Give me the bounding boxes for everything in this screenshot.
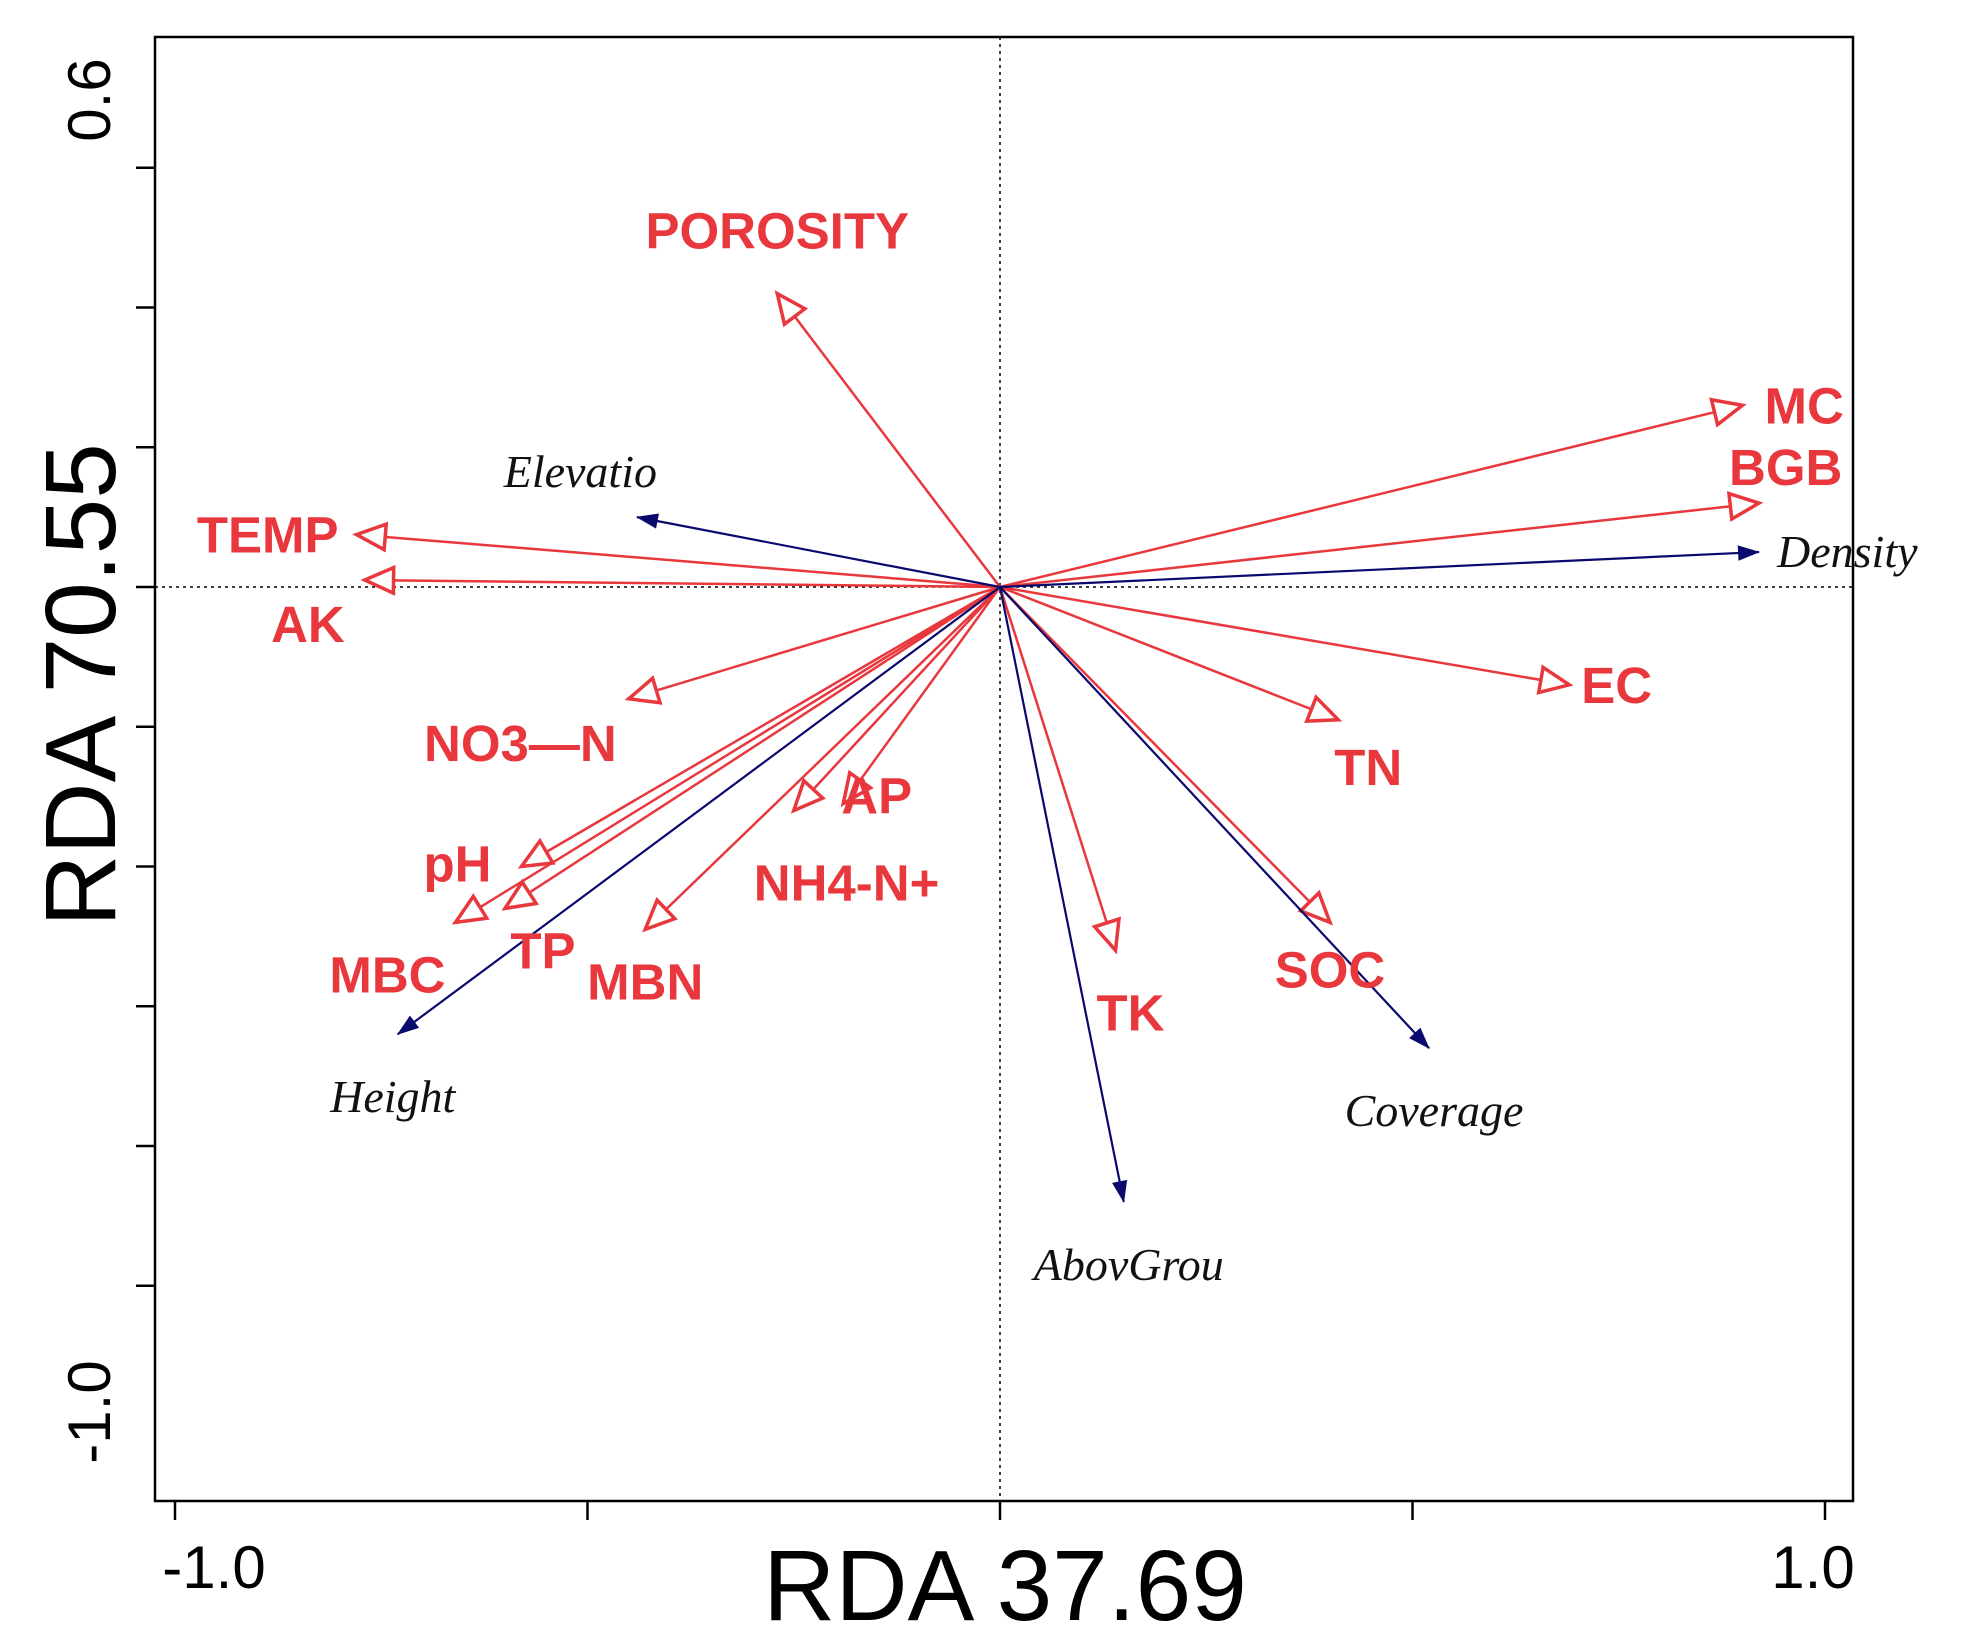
species-label-density: Density: [1776, 526, 1918, 577]
env-label-mc: MC: [1765, 377, 1844, 434]
species-label-coverage: Coverage: [1345, 1085, 1524, 1136]
plot-frame: [153, 35, 1855, 1503]
env-vector-ap: [840, 586, 1002, 808]
species-vector-density: [999, 545, 1761, 589]
env-label-ec: EC: [1581, 657, 1652, 714]
x-axis-title: RDA 37.69: [763, 1530, 1247, 1640]
env-vector-no3-n: [624, 585, 1001, 705]
env-vector-soc: [999, 586, 1334, 926]
env-label-temp: TEMP: [197, 507, 339, 564]
y-axis-title: RDA 70.55: [25, 443, 137, 927]
env-label-no3-n: NO3—N: [424, 715, 617, 772]
y-axis-ticks: [136, 166, 155, 1287]
y-tick-label-min: -1.0: [56, 1360, 123, 1463]
env-label-soc: SOC: [1275, 941, 1386, 998]
env-vector-nh4-n: [790, 586, 1001, 814]
environment-vectors: [352, 290, 1764, 955]
species-vectors: [396, 513, 1761, 1203]
env-label-bgb: BGB: [1729, 439, 1842, 496]
env-vector-bgb: [999, 491, 1764, 589]
species-label-elevatio: Elevatio: [503, 446, 657, 497]
species-vector-coverage: [999, 586, 1430, 1049]
env-vector-ph: [517, 585, 1001, 869]
env-vector-ec: [999, 585, 1574, 695]
env-label-tk: TK: [1097, 984, 1165, 1041]
env-label-porosity: POROSITY: [645, 203, 909, 260]
x-tick-label-min: -1.0: [162, 1534, 265, 1601]
species-vector-height: [396, 586, 1001, 1036]
species-vector-abovgrou: [998, 586, 1128, 1203]
env-label-tp: TP: [510, 922, 575, 979]
env-vector-tn: [999, 585, 1343, 724]
env-label-ak: AK: [271, 596, 345, 653]
x-axis-ticks: [173, 1501, 1827, 1520]
env-vector-temp: [352, 521, 1001, 589]
env-label-ap: AP: [841, 768, 912, 825]
x-tick-label-max: 1.0: [1771, 1534, 1854, 1601]
env-vector-mbn: [642, 586, 1001, 933]
env-vector-porosity: [774, 290, 1001, 588]
species-label-height: Height: [329, 1071, 456, 1122]
env-vector-tk: [998, 586, 1122, 955]
env-vector-mbc: [451, 585, 1001, 925]
env-label-nh4-n: NH4-N+: [754, 855, 940, 912]
env-label-ph: pH: [424, 836, 492, 893]
env-label-mbc: MBC: [329, 946, 445, 1003]
env-vector-tp: [501, 585, 1001, 911]
species-labels: Elevatio Density Height Coverage AbovGrou: [329, 446, 1918, 1290]
env-label-tn: TN: [1334, 739, 1402, 796]
env-label-mbn: MBN: [587, 953, 703, 1010]
env-vector-ak: [360, 564, 1001, 596]
species-vector-elevatio: [635, 513, 1001, 589]
y-tick-label-max: 0.6: [56, 58, 123, 141]
species-label-abovgrou: AbovGrou: [1031, 1239, 1224, 1290]
env-vector-mc: [999, 397, 1747, 589]
